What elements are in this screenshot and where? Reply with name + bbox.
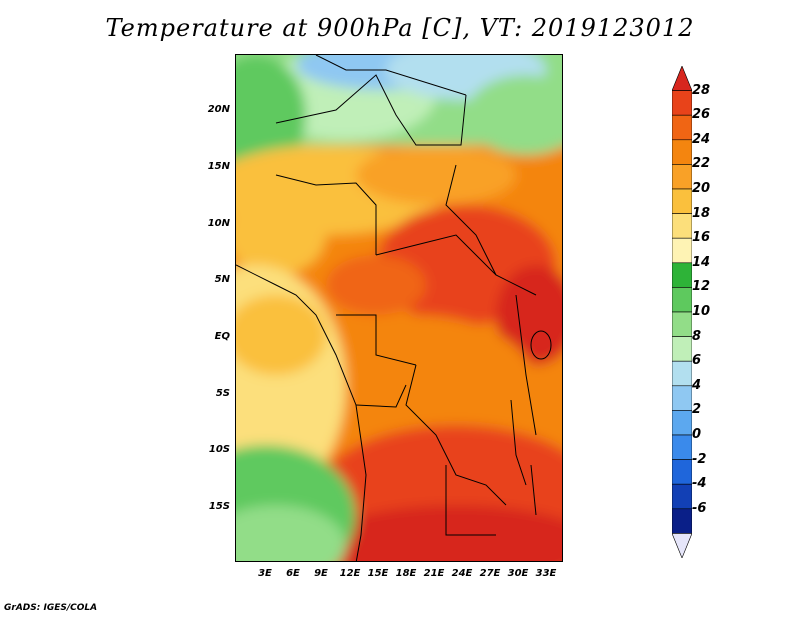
lat-label: 5N [214,274,230,285]
colorbar-label: 0 [692,427,702,442]
lat-label: 15S [208,501,230,512]
lon-label: 12E [339,568,361,579]
lat-label: EQ [214,331,230,342]
colorbar-label: 22 [692,156,711,172]
lat-label: 5S [215,388,230,399]
colorbar-label: 24 [692,131,711,147]
temperature-field [236,55,562,561]
colorbar [672,66,692,558]
colorbar-label: 12 [692,279,711,295]
lon-label: 18E [395,568,417,579]
colorbar-segment [672,385,692,411]
colorbar-label: 16 [692,230,711,246]
lon-label: 33E [535,568,557,579]
colorbar-label: 6 [692,353,702,369]
lon-label: 30E [507,568,529,579]
lon-label: 27E [479,568,501,579]
colorbar-label: -4 [692,476,707,492]
colorbar-segment [672,188,692,214]
colorbar-label: 14 [692,254,711,270]
colorbar-label: 26 [692,107,711,123]
colorbar-label: 8 [692,328,702,344]
colorbar-segment [672,508,692,534]
map-title: Temperature at 900hPa [C], VT: 201912301… [105,14,695,42]
lon-label: 9E [314,568,328,579]
colorbar-segment [672,164,692,190]
credit-text: GrADS: IGES/COLA [4,603,98,613]
colorbar-segment [672,410,692,436]
colorbar-label: 4 [692,377,702,393]
lat-label: 10S [208,444,230,455]
lat-label: 10N [207,218,230,229]
colorbar-bottom-triangle [672,533,692,558]
colorbar-label: -6 [692,500,707,516]
lat-label: 20N [207,104,230,115]
colorbar-label: 18 [692,205,711,221]
colorbar-segment [672,90,692,116]
colorbar-segment [672,434,692,460]
colorbar-label: 28 [692,82,711,98]
colorbar-segment [672,360,692,387]
colorbar-label: -2 [692,451,707,467]
lon-label: 24E [451,568,473,579]
colorbar-segment [672,336,692,362]
temperature-map [235,54,563,562]
colorbar-segment [672,262,692,288]
lon-label: 6E [286,568,300,579]
lat-label: 15N [207,161,230,172]
colorbar-label: 10 [692,304,711,319]
colorbar-segment [672,114,692,141]
colorbar-segment [672,483,692,510]
colorbar-segment [672,459,692,485]
colorbar-segment [672,139,692,165]
colorbar-label: 2 [692,402,702,418]
lon-label: 3E [258,568,272,579]
colorbar-segment [672,311,692,337]
colorbar-segment [672,237,692,264]
lon-label: 21E [423,568,445,579]
lon-label: 15E [367,568,389,579]
colorbar-top-triangle [672,66,692,91]
colorbar-segment [672,287,692,313]
colorbar-label: 20 [692,181,711,196]
colorbar-segment [672,213,692,239]
